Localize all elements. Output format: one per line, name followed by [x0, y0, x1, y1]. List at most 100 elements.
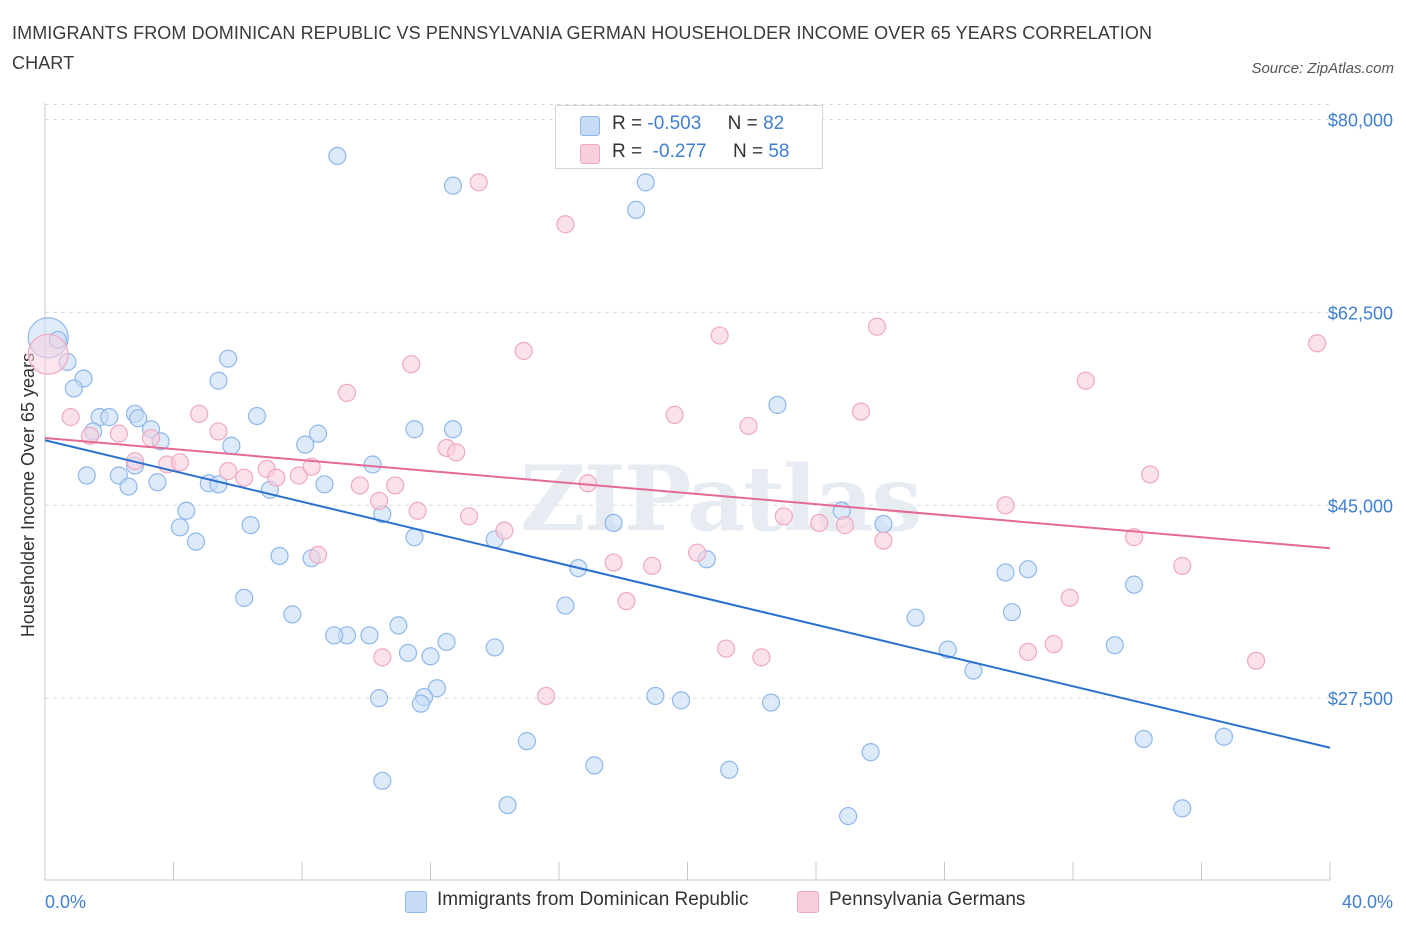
data-point-dominican	[604, 513, 623, 533]
data-point-dominican	[1105, 636, 1124, 655]
data-point-pennsylvania	[1173, 556, 1192, 575]
data-point-pennsylvania	[337, 383, 357, 402]
data-point-dominican	[1124, 575, 1144, 594]
data-point-pennsylvania	[739, 416, 758, 436]
data-point-dominican	[129, 409, 148, 428]
x-tick-labels: 0.0% 40.0%	[45, 892, 1393, 912]
data-point-pennsylvania	[80, 426, 100, 445]
data-point-pennsylvania	[752, 648, 771, 667]
data-point-pennsylvania	[209, 422, 228, 441]
data-point-pennsylvania	[447, 443, 466, 462]
y-tick-label: $80,000	[1328, 111, 1393, 131]
data-point-dominican	[241, 516, 260, 535]
data-point-dominican	[427, 679, 447, 698]
data-point-pennsylvania	[495, 521, 514, 540]
data-point-dominican	[373, 771, 392, 790]
source-label: Source: ZipAtlas.com	[1251, 60, 1394, 77]
watermark: ZIPatlas	[520, 446, 920, 552]
data-point-dominican	[556, 596, 575, 615]
data-point-pennsylvania	[810, 513, 829, 533]
data-point-pennsylvania	[688, 543, 707, 562]
data-point-pennsylvania	[710, 326, 729, 345]
data-point-dominican	[1018, 560, 1038, 579]
data-point-pennsylvania	[350, 476, 369, 495]
data-point-dominican	[839, 806, 858, 826]
data-point-dominican	[363, 455, 382, 474]
data-point-dominican	[938, 640, 957, 659]
data-point-dominican	[443, 420, 463, 439]
data-point-pennsylvania	[235, 468, 254, 487]
legend-n-value: 82	[763, 113, 785, 134]
data-point-dominican	[296, 435, 315, 454]
data-point-dominican	[1002, 603, 1022, 622]
data-point-dominican	[389, 616, 408, 635]
data-point-pennsylvania	[459, 507, 479, 526]
data-point-dominican	[119, 477, 138, 496]
y-tick-label: $45,000	[1328, 496, 1393, 516]
data-point-dominican	[906, 608, 925, 627]
data-point-dominican	[270, 546, 289, 566]
data-point-dominican	[768, 395, 787, 415]
data-point-dominican	[405, 528, 424, 547]
data-point-pennsylvania	[1140, 465, 1160, 484]
data-point-dominican	[411, 694, 430, 713]
data-point-dominican	[325, 626, 344, 645]
data-point-pennsylvania	[289, 466, 308, 485]
data-point-pennsylvania	[617, 592, 636, 611]
data-point-dominican	[437, 632, 456, 652]
y-tick-label: $62,500	[1328, 303, 1393, 323]
data-point-pennsylvania	[1247, 651, 1266, 670]
data-point-pennsylvania	[302, 457, 321, 476]
data-point-dominican	[370, 689, 389, 708]
data-point-dominican	[443, 176, 463, 195]
data-points	[27, 146, 1327, 826]
legend-r-label: R =	[612, 113, 643, 134]
data-point-dominican	[874, 514, 893, 534]
data-point-pennsylvania	[219, 462, 238, 481]
data-point-pennsylvania	[170, 453, 190, 472]
data-point-pennsylvania	[61, 408, 80, 427]
series-label-pennsylvania: Pennsylvania Germans	[829, 889, 1026, 910]
data-point-dominican	[170, 518, 190, 537]
data-point-pennsylvania	[1308, 334, 1327, 353]
data-point-pennsylvania	[514, 341, 533, 361]
trend-line-pennsylvania	[44, 437, 1331, 550]
data-point-pennsylvania	[556, 215, 575, 234]
legend-n-value: 58	[768, 141, 790, 162]
data-point-dominican	[177, 501, 196, 520]
data-point-dominican	[517, 732, 536, 751]
data-point-pennsylvania	[774, 507, 793, 526]
series-swatch-pennsylvania	[797, 891, 819, 913]
data-point-pennsylvania	[1124, 528, 1144, 547]
data-point-dominican	[585, 756, 604, 775]
data-point-pennsylvania	[1044, 635, 1063, 654]
data-point-dominican	[1134, 729, 1153, 749]
data-point-dominican	[209, 371, 228, 390]
data-point-dominican	[219, 349, 238, 368]
y-axis-label: Householder Income Over 65 years	[18, 353, 38, 637]
x-tick-label: 40.0%	[1342, 892, 1393, 912]
chart-title: IMMIGRANTS FROM DOMINICAN REPUBLIC VS PE…	[12, 23, 1153, 73]
data-point-dominican	[646, 686, 665, 706]
data-point-dominican	[328, 146, 347, 166]
data-point-dominican	[315, 475, 334, 494]
data-point-pennsylvania	[1018, 642, 1038, 661]
data-point-pennsylvania	[402, 355, 421, 374]
data-point-dominican	[308, 424, 328, 443]
trend-lines	[44, 437, 1331, 749]
axes	[44, 103, 1331, 881]
data-point-pennsylvania	[386, 476, 405, 495]
y-tick-label: $27,500	[1328, 689, 1393, 709]
data-point-dominican	[720, 760, 739, 779]
data-point-dominican	[283, 605, 302, 624]
data-point-pennsylvania	[373, 648, 392, 667]
data-point-pennsylvania	[370, 491, 389, 510]
data-point-pennsylvania	[643, 556, 662, 575]
data-point-pennsylvania	[851, 402, 871, 421]
legend-swatch-dominican	[580, 116, 600, 136]
data-point-pennsylvania	[537, 686, 556, 706]
x-tick-label: 0.0%	[45, 892, 86, 912]
legend-n-label: N =	[727, 113, 758, 134]
data-point-dominican	[485, 638, 504, 657]
